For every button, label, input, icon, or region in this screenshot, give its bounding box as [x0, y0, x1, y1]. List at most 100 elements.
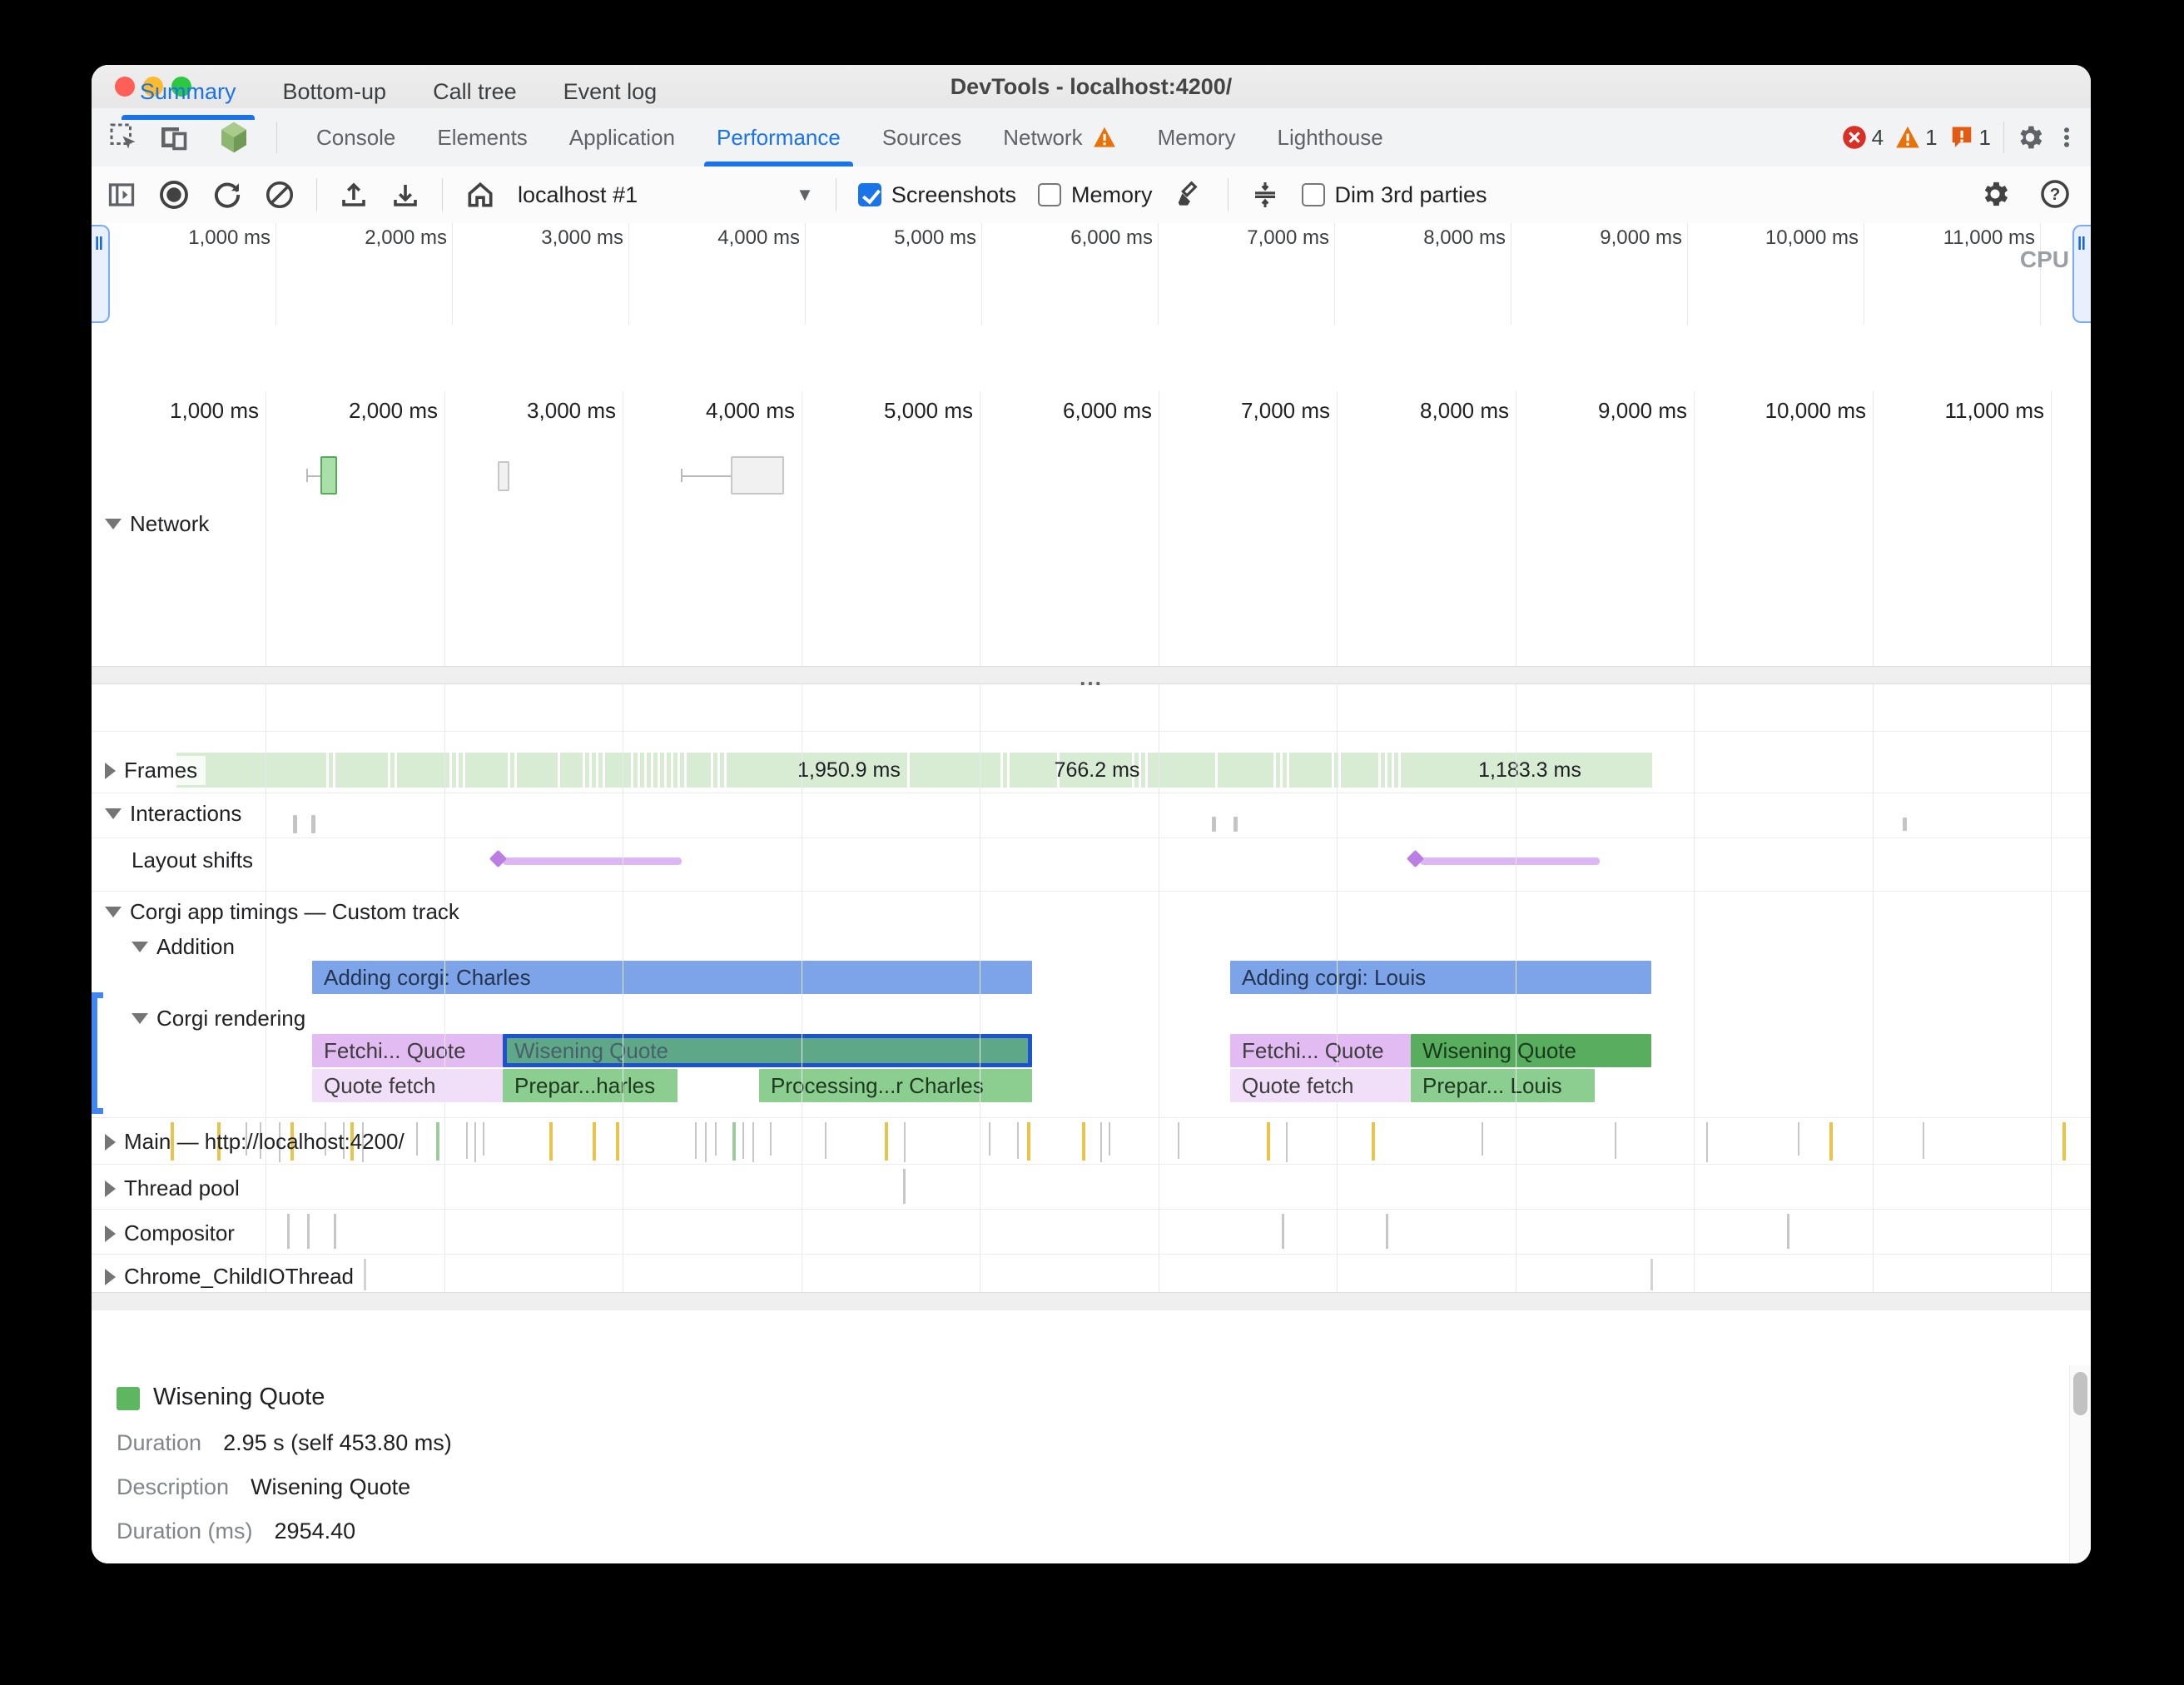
- summary-row-value: Wisening Quote: [251, 1474, 411, 1499]
- tab-elements[interactable]: Elements: [416, 108, 548, 167]
- record-icon[interactable]: [158, 179, 190, 211]
- inspect-element-icon[interactable]: [107, 120, 141, 155]
- warning-badge[interactable]: 1: [1895, 125, 1938, 151]
- event-tick: [343, 1122, 345, 1159]
- flame-chart[interactable]: Network 1,950.9 ms 766.2 ms 1,183.3 ms Frame…: [92, 443, 2091, 1292]
- tab-memory[interactable]: Memory: [1137, 108, 1257, 167]
- overview-right-handle[interactable]: ‖: [2072, 225, 2091, 323]
- track-label-network[interactable]: Network: [105, 511, 209, 537]
- settings-gear-icon[interactable]: [2013, 120, 2048, 155]
- track-label-thread-pool[interactable]: Thread pool: [105, 1176, 240, 1201]
- vertical-scrollbar[interactable]: [2069, 1365, 2091, 1563]
- collapse-triangle-icon[interactable]: [132, 942, 148, 952]
- screenshots-checkbox[interactable]: Screenshots: [857, 182, 1016, 208]
- collapse-triangle-icon[interactable]: [105, 519, 122, 529]
- more-options-kebab-icon[interactable]: [2049, 120, 2084, 155]
- track-label-corgi-rendering[interactable]: Corgi rendering: [132, 1006, 305, 1031]
- tab-console[interactable]: Console: [295, 108, 416, 167]
- track-label-chrome-childiothread[interactable]: Chrome_ChildIOThread: [105, 1264, 354, 1290]
- timing-bar[interactable]: Wisening Quote: [503, 1034, 1032, 1067]
- tab-application[interactable]: Application: [548, 108, 696, 167]
- home-icon[interactable]: [464, 179, 496, 211]
- expand-triangle-icon[interactable]: [105, 762, 116, 779]
- extension-cube-icon[interactable]: [216, 120, 251, 155]
- download-profile-icon[interactable]: [390, 180, 420, 210]
- collapse-triangle-icon[interactable]: [105, 808, 122, 819]
- zoom-window-button[interactable]: [171, 77, 191, 97]
- timing-bar[interactable]: Adding corgi: Louis: [1230, 961, 1651, 994]
- capture-settings-gear-icon[interactable]: [1979, 178, 2011, 210]
- event-tick: [1482, 1122, 1483, 1156]
- network-section-resizer[interactable]: ...: [92, 666, 2091, 688]
- tab-sources[interactable]: Sources: [861, 108, 982, 167]
- timing-bar[interactable]: Processing...r Charles: [759, 1069, 1032, 1102]
- overview-left-handle[interactable]: ‖: [92, 225, 110, 323]
- tab-network[interactable]: Network: [982, 108, 1136, 167]
- error-badge[interactable]: 4: [1842, 125, 1884, 151]
- expand-triangle-icon[interactable]: [105, 1180, 116, 1197]
- track-label-corgi-app-timings-custom-track[interactable]: Corgi app timings — Custom track: [105, 899, 459, 925]
- help-icon[interactable]: ?: [2039, 178, 2071, 210]
- toolbar-separator: [316, 178, 317, 211]
- track-label-layout-shifts[interactable]: Layout shifts: [132, 847, 253, 873]
- timing-bar[interactable]: Quote fetch: [1230, 1069, 1411, 1102]
- close-window-button[interactable]: [115, 77, 135, 97]
- track-label-main-http-localhost-4200-[interactable]: Main — http://localhost:4200/: [105, 1129, 405, 1155]
- collapse-triangle-icon[interactable]: [132, 1013, 148, 1024]
- target-selector[interactable]: localhost #1 ▼: [518, 182, 814, 208]
- details-tab-summary[interactable]: Summary: [117, 65, 260, 120]
- reload-record-icon[interactable]: [211, 179, 243, 211]
- layout-shift-diamond[interactable]: [1406, 849, 1425, 868]
- timing-bar[interactable]: Fetchi... Quote: [1230, 1034, 1411, 1067]
- garbage-collect-icon[interactable]: [1174, 179, 1206, 211]
- details-tab-event-log[interactable]: Event log: [540, 65, 681, 120]
- timing-bar[interactable]: Wisening Quote: [1411, 1034, 1651, 1067]
- frame-duration-label: 1,950.9 ms: [797, 758, 901, 782]
- expand-triangle-icon[interactable]: [105, 1225, 116, 1242]
- network-request-gray[interactable]: [498, 461, 509, 491]
- collapse-sanitize-icon[interactable]: [1250, 180, 1280, 210]
- expand-triangle-icon[interactable]: [105, 1133, 116, 1151]
- scrollbar-thumb[interactable]: [2073, 1372, 2087, 1415]
- track-label-addition[interactable]: Addition: [132, 934, 235, 960]
- frame-gap: [1215, 753, 1218, 788]
- issues-count: 1: [1978, 124, 1991, 150]
- timeline-overview[interactable]: 1,000 ms 2,000 ms 3,000 ms 4,000 ms 5,000 ms…: [92, 223, 2091, 548]
- minimize-window-button[interactable]: [143, 77, 163, 97]
- track-label-frames[interactable]: Frames: [105, 756, 206, 785]
- network-request-gray[interactable]: [731, 456, 784, 495]
- details-tab-bottom-up[interactable]: Bottom-up: [260, 65, 410, 120]
- tab-label: Console: [316, 124, 396, 150]
- timing-bar[interactable]: Quote fetch: [312, 1069, 503, 1102]
- details-tab-call-tree[interactable]: Call tree: [410, 65, 540, 120]
- collapse-triangle-icon[interactable]: [105, 907, 122, 917]
- summary-row-value: 2.95 s (self 453.80 ms): [223, 1430, 452, 1455]
- toggle-sidebar-icon[interactable]: [107, 180, 136, 210]
- frame-gap: [395, 753, 397, 788]
- tab-performance[interactable]: Performance: [696, 108, 861, 167]
- horizontal-scrollbar[interactable]: [92, 1292, 2091, 1310]
- cpu-strip-label: CPU: [2019, 246, 2069, 272]
- upload-profile-icon[interactable]: [339, 180, 369, 210]
- clear-icon[interactable]: [265, 180, 295, 210]
- timing-bar[interactable]: Prepar...harles: [503, 1069, 678, 1102]
- dim-3rd-parties-checkbox[interactable]: Dim 3rd parties: [1301, 182, 1487, 208]
- timing-bar[interactable]: Prepar... Louis: [1411, 1069, 1595, 1102]
- timing-bar[interactable]: Fetchi... Quote: [312, 1034, 503, 1067]
- timing-bar[interactable]: Adding corgi: Charles: [312, 961, 1032, 994]
- frame-gap: [717, 753, 720, 788]
- layout-shift-diamond[interactable]: [489, 849, 508, 868]
- expand-triangle-icon[interactable]: [105, 1268, 116, 1285]
- frame-gap: [678, 753, 680, 788]
- track-label-compositor[interactable]: Compositor: [105, 1220, 235, 1246]
- issues-badge[interactable]: 1: [1949, 125, 1991, 151]
- request-whisker: [306, 475, 320, 477]
- network-request-green[interactable]: [320, 456, 337, 495]
- memory-checkbox[interactable]: Memory: [1037, 182, 1153, 208]
- frame-gap: [596, 753, 598, 788]
- frame-gap: [684, 753, 687, 788]
- frames-band[interactable]: [176, 753, 1652, 788]
- tab-lighthouse[interactable]: Lighthouse: [1257, 108, 1404, 167]
- device-toolbar-icon[interactable]: [156, 120, 191, 155]
- track-label-interactions[interactable]: Interactions: [105, 801, 241, 827]
